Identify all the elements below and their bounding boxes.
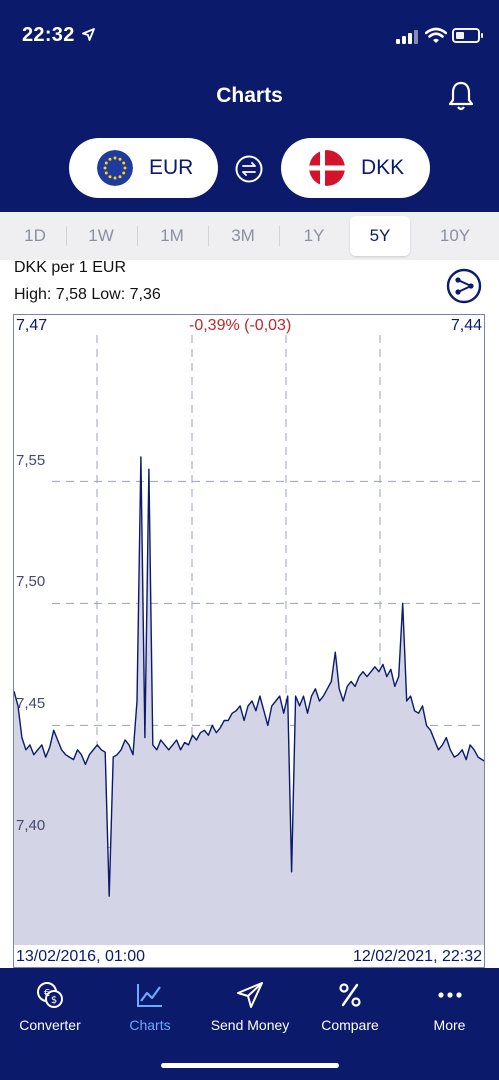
tab-more[interactable]: More [400,968,499,1048]
pair-label: DKK per 1 EUR [14,259,127,276]
battery-icon [452,28,483,43]
wifi-icon [425,27,447,43]
end-date-label: 12/02/2021, 22:32 [352,948,482,966]
status-time: 22:32 [22,24,75,46]
tab-send-money[interactable]: Send Money [200,968,300,1048]
status-bar: 22:32 [0,0,499,70]
share-icon[interactable] [446,268,482,304]
svg-text:$: $ [51,995,57,1006]
tab-more-label: More [433,1017,466,1033]
bell-icon[interactable] [447,80,475,112]
dk-flag-icon [309,150,345,186]
tab-charts-label: Charts [129,1017,171,1033]
tab-converter-label: Converter [19,1017,81,1033]
series-area [14,457,484,945]
coins-icon: €$ [37,982,63,1008]
start-date-label: 13/02/2016, 01:00 [16,948,146,966]
y-tick-label: 7,40 [16,817,46,834]
rate-chart[interactable]: xe 7,55 7,50 7,45 7,40 7,47 -0,39% (-0,0… [13,314,485,968]
end-value-label: 7,44 [450,317,482,335]
swap-arrows-icon[interactable] [235,155,263,183]
percent-icon [339,983,361,1007]
paper-plane-icon [237,982,263,1008]
tab-send-money-label: Send Money [210,1017,290,1033]
period-1y[interactable]: 1Y [303,226,325,245]
change-label: -0,39% (-0,03) [189,317,292,335]
period-selector: 1D 1W 1M 3M 1Y 5Y 10Y [0,212,499,260]
y-tick-label: 7,55 [16,452,46,469]
home-indicator [161,1063,339,1068]
to-currency-button[interactable]: DKK [281,138,430,198]
period-1w[interactable]: 1W [88,226,114,245]
tab-bar: € $ Converter Charts Send Money Compare M… [0,968,499,1080]
chart-icon [137,984,162,1007]
to-currency-code: DKK [361,156,405,179]
period-10y[interactable]: 10Y [439,226,471,245]
tab-converter[interactable]: € $ Converter [0,968,100,1048]
series-line [14,456,484,897]
tab-compare[interactable]: Compare [300,968,400,1048]
eu-flag-icon [97,150,133,186]
period-1d[interactable]: 1D [24,226,46,245]
page-title: Charts [216,84,283,107]
tab-charts[interactable]: Charts [100,968,200,1048]
signal-icon [396,30,418,44]
chart-canvas: xe [14,335,484,945]
tab-compare-label: Compare [321,1017,379,1033]
high-low-label: High: 7,58 Low: 7,36 [14,286,161,303]
period-1m[interactable]: 1M [160,226,184,245]
more-dots-icon [437,992,462,998]
period-5y[interactable]: 5Y [350,216,410,256]
start-value-label: 7,47 [16,317,48,335]
period-3m[interactable]: 3M [231,226,255,245]
location-arrow-icon [82,28,95,41]
from-currency-code: EUR [149,156,194,179]
svg-text:€: € [44,988,50,999]
from-currency-button[interactable]: EUR [69,138,218,198]
y-tick-label: 7,45 [16,695,46,712]
y-tick-label: 7,50 [16,573,46,590]
